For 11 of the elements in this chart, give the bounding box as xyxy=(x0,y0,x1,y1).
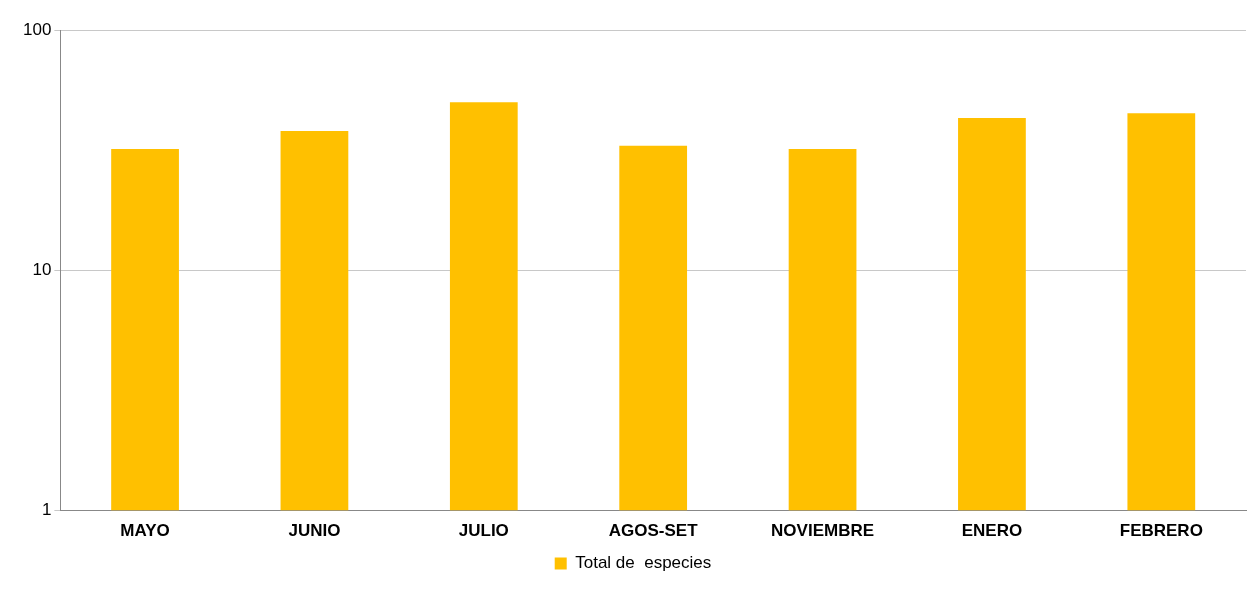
x-tick-label: JULIO xyxy=(458,521,509,541)
y-tick-label: 100 xyxy=(22,19,52,39)
x-tick-label: NOVIEMBRE xyxy=(771,521,875,541)
x-tick-label: MAYO xyxy=(120,521,170,541)
y-tick-label: 10 xyxy=(32,259,52,279)
x-tick-label: FEBRERO xyxy=(1119,521,1203,541)
x-tick-label: ENERO xyxy=(961,521,1023,541)
x-tick-label: JUNIO xyxy=(288,521,341,541)
y-tick-label: 1 xyxy=(41,500,52,520)
legend-label: Total de especies xyxy=(575,553,712,573)
x-tick-label: AGOS-SET xyxy=(608,521,699,541)
